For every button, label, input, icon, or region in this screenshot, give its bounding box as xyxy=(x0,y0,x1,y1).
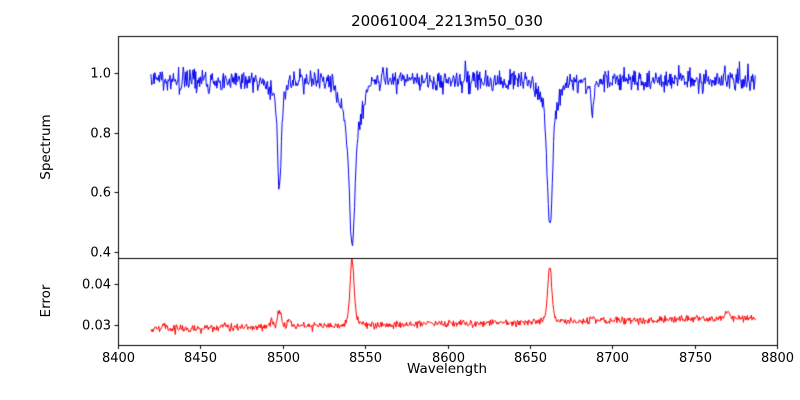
spectrum-ytick-label: 0.6 xyxy=(90,185,111,200)
error-ytick-label: 0.03 xyxy=(82,318,111,333)
spectrum-ytick-label: 0.4 xyxy=(90,245,111,260)
x-tick-label: 8600 xyxy=(431,351,466,366)
x-tick-label: 8550 xyxy=(348,351,383,366)
x-tick-label: 8500 xyxy=(266,351,301,366)
chart-title: 20061004_2213m50_030 xyxy=(351,12,543,30)
spectrum-ytick-label: 0.8 xyxy=(90,126,111,141)
error-ytick-label: 0.04 xyxy=(82,277,111,292)
error-axis-label: Error xyxy=(38,284,54,318)
spectrum-ytick-label: 1.0 xyxy=(90,66,111,81)
x-tick-label: 8650 xyxy=(513,351,548,366)
x-tick-label: 8800 xyxy=(760,351,795,366)
x-tick-label: 8700 xyxy=(595,351,630,366)
x-tick-label: 8400 xyxy=(101,351,136,366)
x-tick-label: 8450 xyxy=(183,351,218,366)
spectrum-axis-label: Spectrum xyxy=(38,114,54,180)
wavelength-axis-label: Wavelength xyxy=(406,361,488,377)
x-tick-label: 8750 xyxy=(678,351,713,366)
